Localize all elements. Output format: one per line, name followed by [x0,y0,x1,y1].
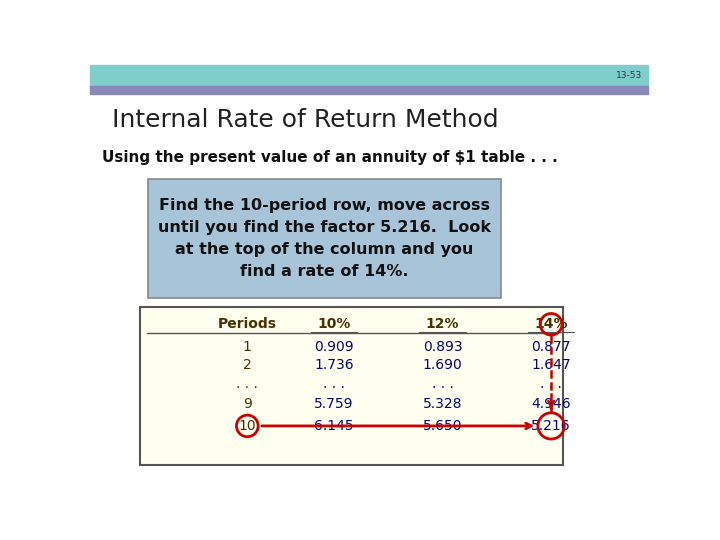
Text: . . .: . . . [432,377,454,392]
Bar [140,307,563,465]
Text: 1.647: 1.647 [531,358,571,372]
Text: 10: 10 [238,419,256,433]
Text: 0.893: 0.893 [423,340,462,354]
Text: 12%: 12% [426,318,459,332]
Text: . . .: . . . [540,377,562,392]
Text: 13-53: 13-53 [616,71,642,80]
Text: Periods: Periods [218,318,276,332]
Text: . . .: . . . [236,377,258,392]
Text: 5.650: 5.650 [423,419,462,433]
Text: 6.145: 6.145 [315,419,354,433]
Text: Internal Rate of Return Method: Internal Rate of Return Method [112,108,498,132]
Text: 14%: 14% [534,318,568,332]
Text: 9: 9 [243,397,252,411]
Text: 5.216: 5.216 [531,419,571,433]
Text: 5.759: 5.759 [315,397,354,411]
Text: 2: 2 [243,358,252,372]
Bar [148,179,500,298]
Text: 4.946: 4.946 [531,397,571,411]
Text: 1.736: 1.736 [315,358,354,372]
Text: 5.328: 5.328 [423,397,462,411]
Text: 10%: 10% [318,318,351,332]
Bar [90,86,648,94]
Text: 0.877: 0.877 [531,340,571,354]
Text: . . .: . . . [323,377,345,392]
Text: 1: 1 [243,340,252,354]
Text: Find the 10-period row, move across
until you find the factor 5.216.  Look
at th: Find the 10-period row, move across unti… [158,198,491,279]
Text: Using the present value of an annuity of $1 table . . .: Using the present value of an annuity of… [102,150,557,165]
Text: 0.909: 0.909 [315,340,354,354]
Text: 1.690: 1.690 [423,358,462,372]
Bar [90,65,648,86]
